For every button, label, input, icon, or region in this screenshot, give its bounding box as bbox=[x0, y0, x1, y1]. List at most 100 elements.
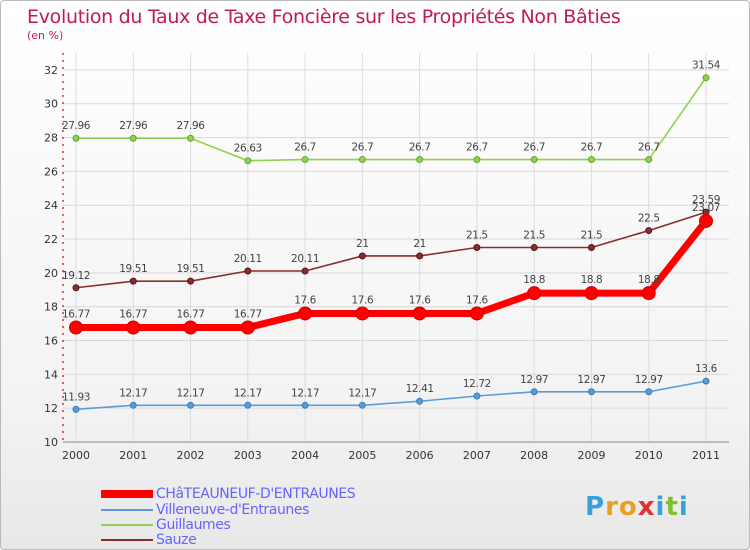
legend-item: Villeneuve-d'Entraunes bbox=[101, 502, 309, 518]
data-label: 21.5 bbox=[466, 230, 488, 242]
data-label: 22.5 bbox=[638, 213, 660, 225]
data-point bbox=[530, 388, 538, 396]
data-label: 26.7 bbox=[294, 142, 316, 154]
y-tick-label: 24 bbox=[44, 199, 58, 212]
y-tick-label: 26 bbox=[44, 165, 58, 178]
data-point bbox=[587, 244, 595, 251]
logo-letter: P bbox=[585, 492, 606, 522]
data-label: 26.7 bbox=[466, 142, 488, 154]
data-point bbox=[473, 392, 481, 400]
data-point bbox=[699, 213, 713, 228]
logo-letter: r bbox=[605, 492, 619, 522]
data-point bbox=[587, 156, 595, 164]
data-point bbox=[702, 74, 710, 82]
data-point bbox=[355, 306, 370, 321]
data-label: 12.17 bbox=[177, 387, 205, 399]
data-label: 17.6 bbox=[466, 294, 488, 306]
legend-label: Villeneuve-d'Entraunes bbox=[156, 502, 309, 518]
data-point bbox=[301, 267, 309, 275]
x-tick-label: 2001 bbox=[119, 449, 147, 462]
logo-letter: i bbox=[655, 492, 666, 522]
data-point bbox=[645, 156, 653, 164]
y-tick-label: 14 bbox=[44, 368, 58, 381]
legend-swatch bbox=[101, 509, 153, 511]
data-point bbox=[187, 277, 195, 285]
data-label: 26.7 bbox=[409, 142, 431, 154]
data-point bbox=[240, 320, 255, 335]
data-point bbox=[72, 405, 80, 413]
data-label: 16.77 bbox=[177, 308, 205, 320]
data-point bbox=[584, 286, 599, 301]
data-label: 17.6 bbox=[351, 294, 373, 306]
data-point bbox=[587, 388, 595, 396]
series-line bbox=[75, 211, 707, 289]
x-tick-label: 2010 bbox=[635, 449, 663, 462]
y-tick-label: 22 bbox=[44, 233, 58, 246]
x-tick-label: 2007 bbox=[463, 449, 491, 462]
data-point bbox=[244, 157, 252, 165]
data-point bbox=[69, 320, 83, 335]
data-point bbox=[244, 401, 252, 409]
data-label: 18.8 bbox=[638, 274, 660, 286]
legend-label: Guillaumes bbox=[156, 517, 231, 533]
data-label: 21.5 bbox=[581, 230, 603, 242]
data-label: 27.96 bbox=[62, 120, 91, 132]
data-label: 18.8 bbox=[523, 274, 545, 286]
legend-label: CHâTEAUNEUF-D'ENTRAUNES bbox=[156, 486, 356, 502]
y-tick-label: 12 bbox=[44, 402, 58, 415]
x-tick-label: 2005 bbox=[348, 449, 376, 462]
data-point bbox=[187, 134, 195, 142]
y-tick-label: 32 bbox=[44, 64, 58, 77]
data-point bbox=[469, 306, 484, 321]
series-line bbox=[75, 380, 707, 411]
logo-letter: x bbox=[637, 492, 656, 522]
data-label: 12.97 bbox=[635, 374, 663, 386]
data-label: 23.07 bbox=[692, 202, 720, 214]
y-tick-label: 20 bbox=[44, 267, 58, 280]
data-point bbox=[416, 252, 424, 260]
legend-label: Sauze bbox=[156, 532, 197, 548]
data-label: 12.17 bbox=[291, 387, 319, 399]
y-tick-label: 10 bbox=[44, 436, 58, 449]
legend-swatch bbox=[101, 539, 153, 541]
data-point bbox=[645, 388, 653, 396]
series-line bbox=[76, 218, 709, 331]
x-tick-label: 2004 bbox=[291, 449, 319, 462]
data-label: 27.96 bbox=[119, 120, 148, 132]
data-label: 13.6 bbox=[695, 363, 717, 375]
data-point bbox=[530, 244, 538, 251]
proxiti-logo: Proxiti bbox=[585, 492, 689, 522]
data-label: 21 bbox=[413, 238, 426, 250]
data-label: 12.17 bbox=[119, 387, 147, 399]
legend-item: Sauze bbox=[101, 532, 197, 548]
legend-swatch bbox=[101, 490, 153, 498]
data-label: 12.41 bbox=[406, 383, 434, 395]
data-label: 12.97 bbox=[577, 374, 605, 386]
y-tick-label: 30 bbox=[44, 98, 58, 111]
data-point bbox=[129, 401, 137, 409]
logo-letter: t bbox=[665, 492, 679, 522]
data-point bbox=[72, 134, 80, 142]
data-point bbox=[473, 244, 481, 251]
x-tick-label: 2000 bbox=[62, 449, 90, 462]
data-point bbox=[244, 267, 252, 275]
data-label: 16.77 bbox=[119, 308, 147, 320]
logo-letter: o bbox=[618, 492, 638, 522]
data-label: 12.17 bbox=[234, 387, 262, 399]
data-label: 17.6 bbox=[294, 294, 316, 306]
data-label: 16.77 bbox=[62, 308, 90, 320]
data-label: 26.63 bbox=[234, 143, 262, 155]
data-label: 12.97 bbox=[520, 374, 548, 386]
data-label: 12.17 bbox=[348, 387, 376, 399]
data-label: 26.7 bbox=[523, 142, 545, 154]
chart-subtitle: (en %) bbox=[27, 29, 64, 42]
data-point bbox=[645, 227, 653, 235]
data-point bbox=[702, 377, 710, 385]
x-tick-label: 2006 bbox=[406, 449, 434, 462]
data-point bbox=[641, 286, 656, 301]
legend-swatch bbox=[101, 524, 153, 526]
data-label: 26.7 bbox=[581, 142, 603, 154]
data-point bbox=[412, 306, 427, 321]
